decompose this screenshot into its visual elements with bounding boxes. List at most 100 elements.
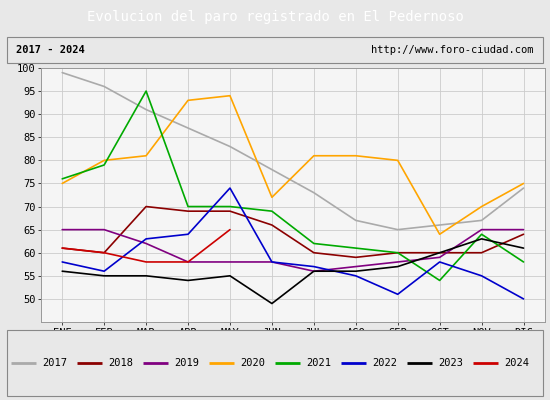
- Line: 2018: 2018: [62, 206, 524, 257]
- 2017: [394, 227, 401, 232]
- Bar: [7, 36, 543, 64]
- 2022: [143, 236, 150, 241]
- 2017: [143, 107, 150, 112]
- 2022: [311, 264, 317, 269]
- 2019: [185, 260, 191, 264]
- 2018: [101, 250, 107, 255]
- 2023: [394, 264, 401, 269]
- Line: 2023: 2023: [62, 239, 524, 304]
- 2021: [143, 89, 150, 94]
- 2017: [59, 70, 65, 75]
- Text: 2018: 2018: [108, 358, 133, 368]
- 2022: [227, 186, 233, 190]
- 2017: [311, 190, 317, 195]
- 2022: [268, 260, 275, 264]
- 2019: [478, 227, 485, 232]
- 2020: [353, 153, 359, 158]
- 2018: [520, 232, 527, 237]
- 2019: [59, 227, 65, 232]
- 2021: [478, 232, 485, 237]
- 2021: [394, 250, 401, 255]
- Text: 2017: 2017: [42, 358, 67, 368]
- 2020: [59, 181, 65, 186]
- Text: 2020: 2020: [240, 358, 265, 368]
- 2023: [520, 246, 527, 250]
- 2019: [520, 227, 527, 232]
- 2024: [143, 260, 150, 264]
- 2021: [268, 209, 275, 214]
- 2024: [227, 227, 233, 232]
- 2021: [101, 162, 107, 167]
- 2018: [478, 250, 485, 255]
- 2017: [353, 218, 359, 223]
- Line: 2022: 2022: [62, 188, 524, 299]
- 2018: [59, 246, 65, 250]
- 2023: [436, 250, 443, 255]
- 2020: [520, 181, 527, 186]
- 2023: [101, 274, 107, 278]
- 2020: [311, 153, 317, 158]
- Line: 2020: 2020: [62, 96, 524, 234]
- 2020: [436, 232, 443, 237]
- 2022: [520, 296, 527, 301]
- 2021: [353, 246, 359, 250]
- 2021: [59, 176, 65, 181]
- 2018: [227, 209, 233, 214]
- 2017: [268, 167, 275, 172]
- Text: http://www.foro-ciudad.com: http://www.foro-ciudad.com: [371, 45, 534, 55]
- 2017: [185, 126, 191, 130]
- Text: Evolucion del paro registrado en El Pedernoso: Evolucion del paro registrado en El Pede…: [86, 10, 464, 24]
- 2023: [478, 236, 485, 241]
- 2019: [227, 260, 233, 264]
- 2019: [394, 260, 401, 264]
- 2020: [101, 158, 107, 163]
- 2019: [268, 260, 275, 264]
- 2019: [311, 269, 317, 274]
- 2023: [268, 301, 275, 306]
- 2021: [311, 241, 317, 246]
- 2017: [227, 144, 233, 149]
- 2020: [227, 93, 233, 98]
- 2022: [478, 274, 485, 278]
- 2017: [101, 84, 107, 89]
- 2023: [185, 278, 191, 283]
- Line: 2017: 2017: [62, 73, 524, 230]
- 2018: [394, 250, 401, 255]
- 2023: [59, 269, 65, 274]
- Text: 2021: 2021: [306, 358, 331, 368]
- 2020: [478, 204, 485, 209]
- 2017: [478, 218, 485, 223]
- 2019: [143, 241, 150, 246]
- 2018: [353, 255, 359, 260]
- Line: 2019: 2019: [62, 230, 524, 271]
- Text: 2023: 2023: [438, 358, 463, 368]
- 2021: [185, 204, 191, 209]
- 2024: [59, 246, 65, 250]
- 2020: [394, 158, 401, 163]
- 2017: [436, 223, 443, 228]
- 2018: [268, 223, 275, 228]
- 2019: [436, 255, 443, 260]
- 2019: [353, 264, 359, 269]
- 2022: [101, 269, 107, 274]
- 2022: [185, 232, 191, 237]
- 2020: [185, 98, 191, 103]
- 2023: [143, 274, 150, 278]
- 2020: [268, 195, 275, 200]
- Text: 2022: 2022: [372, 358, 397, 368]
- 2020: [143, 153, 150, 158]
- 2024: [101, 250, 107, 255]
- 2019: [101, 227, 107, 232]
- 2018: [311, 250, 317, 255]
- 2018: [185, 209, 191, 214]
- 2024: [185, 260, 191, 264]
- 2022: [436, 260, 443, 264]
- 2021: [436, 278, 443, 283]
- 2021: [520, 260, 527, 264]
- Text: 2024: 2024: [504, 358, 529, 368]
- 2022: [59, 260, 65, 264]
- 2018: [143, 204, 150, 209]
- 2022: [353, 274, 359, 278]
- 2021: [227, 204, 233, 209]
- 2017: [520, 186, 527, 190]
